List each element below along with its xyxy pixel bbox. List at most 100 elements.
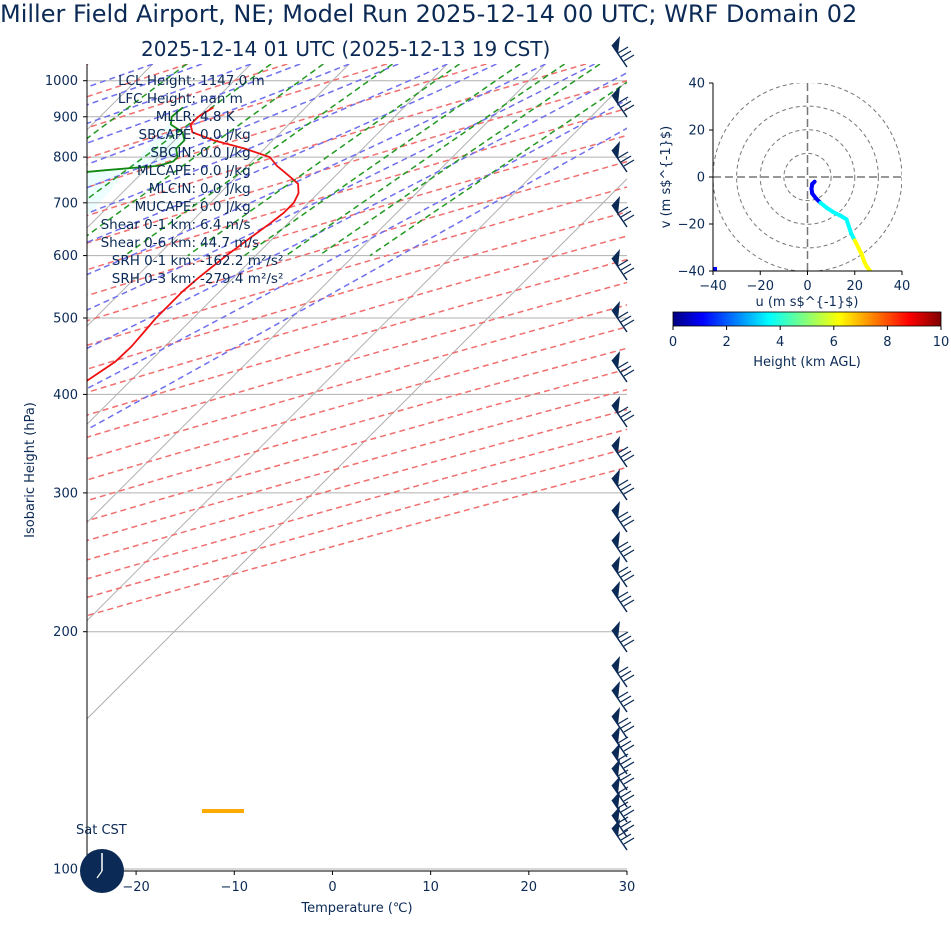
moist-adiabat [87,64,595,311]
index-row: SBCIN: 0.0 J/kg [92,144,283,162]
wind-barb-flag [617,541,629,549]
wind-barb-flag [620,740,632,748]
wind-barb-flag [620,790,632,798]
wind-barb-flag [620,570,632,578]
wind-barb-pennant [612,707,620,725]
wind-barb-flag [617,829,629,837]
wind-barb-flag [623,674,635,682]
wind-barb-pennant [612,581,620,599]
index-value: 4.8 K [200,109,235,125]
hodograph-x-tick-label: −40 [699,279,726,294]
x-axis-label: Temperature (℃) [300,901,412,916]
wind-barb-flag [617,631,629,639]
dry-adiabat [87,466,627,617]
index-row: MUCAPE: 0.0 J/kg [92,198,283,216]
mixing-ratio-line [285,64,565,257]
y-tick-label: 1000 [45,74,78,89]
wind-barb-pennant [612,806,620,824]
wind-barb-pennant [612,141,620,159]
mixing-ratio-line [318,64,601,257]
x-tick-label: 0 [328,880,336,895]
wind-barb-flag [620,820,632,828]
wind-barb-pennant [612,436,620,454]
wind-barb-flag [623,159,635,167]
wind-barb-flag [620,263,632,271]
hodograph-y-tick-label: 0 [697,171,705,186]
dry-adiabat [87,235,627,394]
mixing-ratio-line [244,64,521,257]
wind-barb-flag [623,369,635,377]
wind-barb-flag [617,816,629,824]
x-tick-label: 30 [619,880,636,895]
y-axis-label: Isobaric Height (hPa) [23,402,38,538]
dewpoint-profile [87,106,186,173]
wind-barb-pennant [612,743,620,761]
wind-barb-flag [623,267,635,275]
index-value: 0.0 J/kg [200,127,251,143]
isotherm-line [87,178,627,720]
wind-barb-flag [617,717,629,725]
moist-adiabat [87,98,627,390]
wind-barb-pennant [612,196,620,214]
index-row: LCL Height: 1147.0 m [92,72,283,90]
wind-barb-flag [623,549,635,557]
wind-barb-flag [623,519,635,527]
wind-barb-flag [620,100,632,108]
y-tick-label: 100 [53,863,78,878]
dry-adiabat [87,64,89,66]
wind-barb-flag [623,777,635,785]
wind-barb-flag [623,809,635,817]
y-tick-label: 300 [53,486,78,501]
index-label: SRH 0-1 km: [111,253,196,269]
wind-barb-flag [620,545,632,553]
wind-barb-flag [620,365,632,373]
wind-barb-flag [617,96,629,104]
x-tick-label: −20 [122,880,149,895]
y-tick-label: 800 [53,151,78,166]
index-label: SRH 0-3 km: [111,271,196,287]
wind-barb-flag [623,54,635,62]
colorbar-tick-label: 8 [883,335,891,350]
index-label: SBCAPE: [138,127,196,143]
index-label: MLLR: [155,109,196,125]
index-value: 0.0 J/kg [200,163,251,179]
mixing-ratio-line [187,64,460,257]
moist-adiabat [87,64,350,166]
wind-barb-pennant [612,86,620,104]
hodograph-y-tick-label: 40 [688,77,705,92]
isotherm-line [87,64,350,327]
hodograph-x-tick-label: 40 [894,279,911,294]
index-value: 1147.0 m [200,73,265,89]
wind-barb-pennant [612,249,620,267]
index-label: Shear 0-6 km: [100,235,196,251]
indices-panel: LCL Height: 1147.0 m LFC Height: nan m MLLR:… [92,72,284,288]
wind-barb-flag [623,794,635,802]
wind-barb-flag [623,639,635,647]
index-row: SRH 0-1 km: -162.2 m²/s² [92,252,284,270]
moist-adiabat [87,64,546,276]
y-tick-label: 400 [53,388,78,403]
wind-barb-flag [620,50,632,58]
wind-barb-flag [623,725,635,733]
index-label: MLCAPE: [136,163,196,179]
wind-barb-pennant [612,396,620,414]
mixing-ratio-line [87,64,188,140]
wind-barb-flag [617,666,629,674]
wind-barb-flag [617,46,629,54]
index-value: 0.0 J/kg [200,181,251,197]
index-label: LCL Height: [118,73,196,89]
chart-title: Miller Field Airport, NE; Model Run 2025… [0,0,858,28]
index-row: MLCAPE: 0.0 J/kg [92,162,283,180]
wind-barb-flag [617,753,629,761]
mixing-ratio-line [369,81,627,257]
wind-barb-flag [617,151,629,159]
colorbar-bar [672,311,942,327]
wind-barb-flag [623,824,635,832]
wind-barb-pennant [612,556,620,574]
index-row: SRH 0-3 km: -279.4 m²/s² [92,270,284,288]
wind-barb-pennant [612,351,620,369]
isotherm-line [87,79,627,622]
isotherm-line [87,64,252,229]
index-value: 6.4 m/s [200,217,251,233]
y-tick-label: 500 [53,312,78,327]
